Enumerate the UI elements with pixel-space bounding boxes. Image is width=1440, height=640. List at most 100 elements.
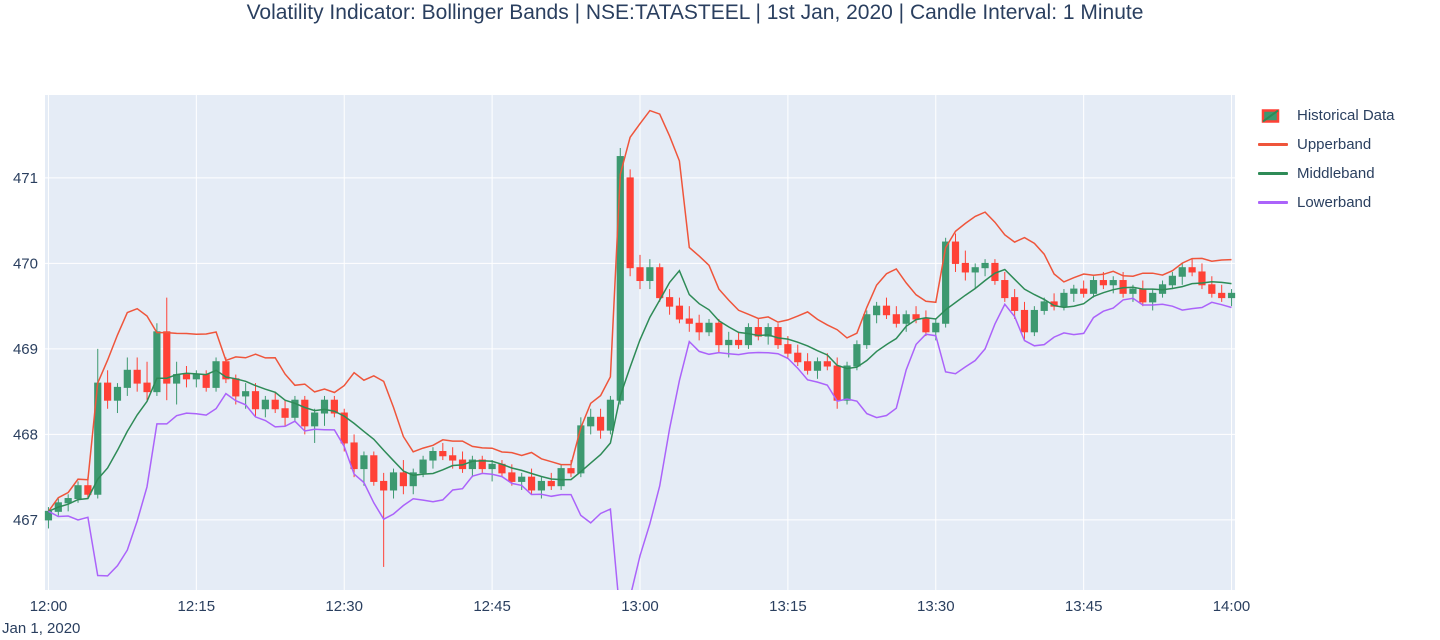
y-tick-label: 467 <box>13 512 38 529</box>
y-tick-label: 469 <box>13 341 38 358</box>
candle <box>695 314 703 341</box>
candle <box>606 395 615 435</box>
candle <box>587 408 595 435</box>
chart-title: Volatility Indicator: Bollinger Bands | … <box>246 1 1144 24</box>
x-tick-label: 12:30 <box>325 598 363 615</box>
legend-label-middleband: Middleband <box>1297 165 1375 182</box>
legend: Historical Data Upperband Middleband Low… <box>1258 107 1395 211</box>
candle <box>813 357 822 379</box>
candle <box>804 353 812 375</box>
candle <box>1070 284 1078 302</box>
candle <box>922 310 930 337</box>
candle <box>143 361 151 401</box>
candle <box>794 344 802 367</box>
candle <box>1218 284 1226 302</box>
candle <box>547 472 555 490</box>
x-tick-label: 12:15 <box>178 598 216 615</box>
legend-item-lowerband[interactable]: Lowerband <box>1258 194 1395 211</box>
candle <box>626 169 634 277</box>
candle <box>212 357 220 392</box>
candlestick-icon <box>1258 108 1290 124</box>
candle <box>271 391 279 414</box>
candle <box>892 306 900 328</box>
candle <box>1011 289 1019 319</box>
candle <box>182 366 191 388</box>
gridlines <box>45 95 1235 590</box>
candle <box>1208 276 1216 298</box>
y-tick-label: 470 <box>13 255 38 272</box>
candle <box>123 357 131 396</box>
candle <box>863 310 871 349</box>
candle <box>1001 271 1009 302</box>
candle <box>1109 276 1117 294</box>
legend-label-lowerband: Lowerband <box>1297 194 1372 211</box>
x-tick-label: 14:00 <box>1213 598 1251 615</box>
candle <box>675 297 684 324</box>
candle <box>685 306 693 332</box>
candle <box>360 451 368 486</box>
candle <box>113 383 122 414</box>
candle <box>1040 297 1048 315</box>
upperband-line <box>47 109 1232 512</box>
candle <box>981 259 989 277</box>
candle <box>468 455 476 478</box>
middleband-line-swatch <box>1258 172 1288 175</box>
candle <box>429 447 437 469</box>
x-tick-label: 13:00 <box>621 598 659 615</box>
candle <box>1178 263 1186 285</box>
candle <box>320 395 329 426</box>
candle <box>971 263 979 290</box>
candle <box>1168 271 1176 290</box>
candle <box>350 434 358 478</box>
x-tick-label: 13:30 <box>917 598 955 615</box>
candle <box>104 370 112 409</box>
legend-label-historical-data: Historical Data <box>1297 107 1395 124</box>
candle <box>84 477 92 499</box>
candle <box>1198 263 1206 290</box>
candle <box>330 395 338 418</box>
x-tick-label: 12:00 <box>30 598 68 615</box>
candle <box>261 395 269 418</box>
candle <box>744 323 753 349</box>
candle <box>311 408 319 443</box>
middleband-line <box>48 268 1232 512</box>
candle <box>705 318 713 337</box>
candle <box>616 148 624 405</box>
candle <box>1030 306 1038 337</box>
y-tick-label: 471 <box>13 170 38 187</box>
candle <box>370 451 378 486</box>
candle <box>764 323 772 345</box>
legend-item-upperband[interactable]: Upperband <box>1258 136 1395 153</box>
candle <box>873 301 881 324</box>
candle <box>399 460 407 495</box>
candle <box>301 395 309 435</box>
candle <box>133 357 141 392</box>
x-tick-label: 13:45 <box>1065 598 1103 615</box>
candle <box>518 472 526 490</box>
x-tick-label: 12:45 <box>473 598 511 615</box>
candle <box>1149 289 1157 311</box>
x-tick-label: 13:15 <box>769 598 807 615</box>
candle <box>222 357 230 384</box>
candle <box>853 340 861 371</box>
legend-item-middleband[interactable]: Middleband <box>1258 165 1395 182</box>
legend-item-historical-data[interactable]: Historical Data <box>1258 107 1395 124</box>
candle <box>439 442 447 461</box>
candle <box>646 259 654 290</box>
candle <box>1089 276 1098 298</box>
candle <box>715 318 723 354</box>
lowerband-line-swatch <box>1258 201 1288 204</box>
candle <box>636 254 644 290</box>
candle <box>389 468 398 499</box>
candle <box>596 408 605 439</box>
candle <box>1080 280 1088 298</box>
candle <box>64 494 72 512</box>
candlestick-series <box>44 148 1236 567</box>
candle <box>902 310 910 332</box>
candle <box>1188 259 1196 277</box>
x-axis-date-annotation: Jan 1, 2020 <box>2 620 81 637</box>
y-tick-label: 468 <box>13 426 38 443</box>
candle <box>942 237 950 328</box>
